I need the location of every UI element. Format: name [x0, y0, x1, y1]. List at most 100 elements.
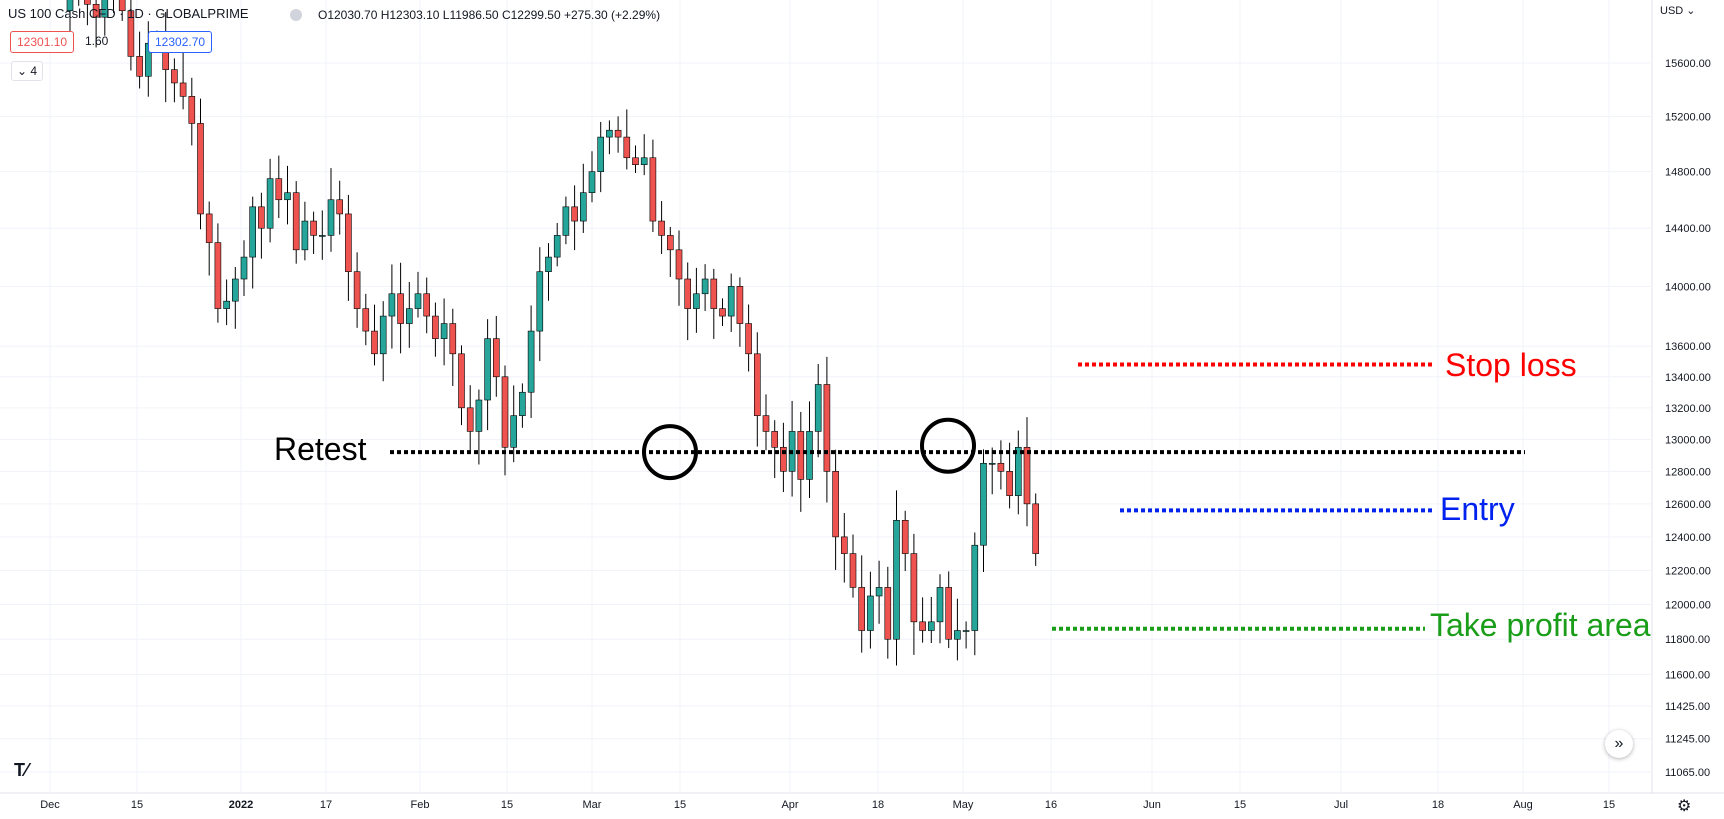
candle-body — [797, 431, 805, 480]
y-tick-label: 13000.00 — [1665, 434, 1711, 446]
y-tick-label: 12400.00 — [1665, 532, 1711, 544]
indicator-count: 4 — [30, 64, 38, 78]
candle-body — [1006, 471, 1013, 496]
x-tick-label: 15 — [1603, 799, 1615, 811]
candle-body — [719, 308, 726, 317]
x-tick-label: Apr — [781, 799, 798, 811]
candle-body — [423, 293, 431, 317]
symbol-title[interactable]: US 100 Cash CFD · 1D · GLOBALPRIME — [8, 6, 249, 21]
y-tick-label: 11245.00 — [1665, 734, 1710, 746]
candle-body — [527, 330, 535, 393]
candle-body — [910, 553, 918, 623]
stop-loss-label: Stop loss — [1445, 347, 1577, 383]
candle-body — [736, 286, 744, 324]
candle-body — [693, 293, 700, 309]
y-tick-label: 12000.00 — [1665, 600, 1711, 612]
buy-button[interactable]: 12302.70 — [148, 31, 213, 53]
levels — [390, 362, 1525, 631]
candle-body — [545, 256, 552, 272]
candle-body — [310, 220, 317, 236]
candle-body — [484, 338, 491, 401]
candle-body — [701, 278, 709, 295]
currency-label: USD — [1660, 5, 1684, 17]
candle-body — [197, 123, 204, 215]
candle-body — [962, 630, 970, 632]
grid — [0, 0, 1724, 794]
candle-body — [893, 519, 900, 640]
retest-circle — [642, 424, 698, 481]
candle-body — [927, 621, 935, 631]
candle-body — [275, 178, 283, 201]
x-tick-label: Dec — [40, 799, 60, 811]
candle-body — [919, 621, 926, 631]
candle-body — [266, 178, 274, 229]
candle-body — [327, 199, 335, 236]
retest-circle — [920, 417, 976, 474]
y-tick-label: 11065.00 — [1665, 767, 1710, 779]
candle-body — [753, 353, 761, 416]
candle-body — [458, 353, 465, 409]
y-tick-label: 11600.00 — [1665, 670, 1710, 682]
x-tick-label: 17 — [320, 799, 332, 811]
candle-body — [536, 271, 544, 332]
candle-body — [258, 206, 265, 229]
take-profit-label: Take profit area — [1430, 607, 1651, 643]
candle-body — [101, 0, 109, 18]
x-tick-label: 15 — [131, 799, 143, 811]
candle-body — [249, 206, 256, 258]
price-axis[interactable]: 15600.00 15200.00 14800.00 14400.00 14000.00… — [1665, 58, 1711, 779]
candle-body — [666, 235, 674, 251]
ohlc-values: O12030.70 H12303.10 L11986.50 C12299.50 … — [318, 8, 661, 22]
candle-body — [954, 630, 961, 640]
candle-body — [492, 338, 500, 378]
candle-body — [475, 399, 483, 432]
candle-body — [814, 384, 822, 432]
candle-body — [66, 0, 74, 12]
tradingview-logo[interactable]: T⁄ — [14, 760, 29, 780]
candle-body — [588, 171, 596, 193]
y-tick-label: 15200.00 — [1665, 112, 1711, 124]
candle-body — [684, 278, 692, 309]
scroll-to-realtime-button[interactable]: » — [1605, 730, 1633, 758]
candle-body — [623, 136, 631, 159]
sell-button[interactable]: 12301.10 — [10, 31, 75, 53]
candle-body — [397, 293, 404, 324]
candle-body — [936, 587, 944, 623]
candle-body — [606, 129, 613, 138]
candle-body — [875, 587, 883, 597]
candle-body — [205, 213, 213, 243]
candle-body — [301, 220, 309, 251]
candle-body — [284, 192, 291, 201]
retest-label: Retest — [274, 431, 367, 467]
y-tick-label: 12200.00 — [1665, 565, 1711, 577]
candle-body — [884, 587, 892, 640]
collapse-icon[interactable] — [290, 9, 302, 21]
candle-body — [849, 553, 857, 588]
time-axis[interactable]: Dec 15 2022 17 Feb 15 Mar 15 Apr 18 May 16 Jun 15 Jul 1… — [40, 799, 1615, 811]
y-tick-label: 12600.00 — [1665, 499, 1711, 511]
candle-body — [840, 536, 848, 554]
entry-label: Entry — [1440, 491, 1515, 527]
y-tick-label: 15600.00 — [1665, 58, 1711, 70]
candle-body — [379, 315, 387, 355]
candle-body — [414, 293, 422, 309]
candle-body — [188, 96, 196, 124]
candle-body — [901, 519, 909, 554]
candle-body — [519, 391, 526, 416]
currency-selector[interactable]: USD ⌄ — [1660, 5, 1696, 17]
candle-body — [240, 256, 248, 280]
indicators-toggle[interactable]: ⌄ 4 — [11, 61, 43, 81]
x-tick-label: 15 — [501, 799, 513, 811]
gear-icon[interactable]: ⚙ — [1677, 798, 1692, 815]
candle-body — [597, 136, 605, 172]
candle-body — [92, 4, 100, 18]
candle-body — [1023, 446, 1031, 505]
candle-body — [658, 220, 665, 236]
candle-body — [318, 235, 326, 237]
y-tick-label: 13400.00 — [1665, 372, 1711, 384]
candle-body — [780, 446, 787, 472]
candle-body — [179, 82, 187, 97]
candle-body — [353, 271, 361, 309]
